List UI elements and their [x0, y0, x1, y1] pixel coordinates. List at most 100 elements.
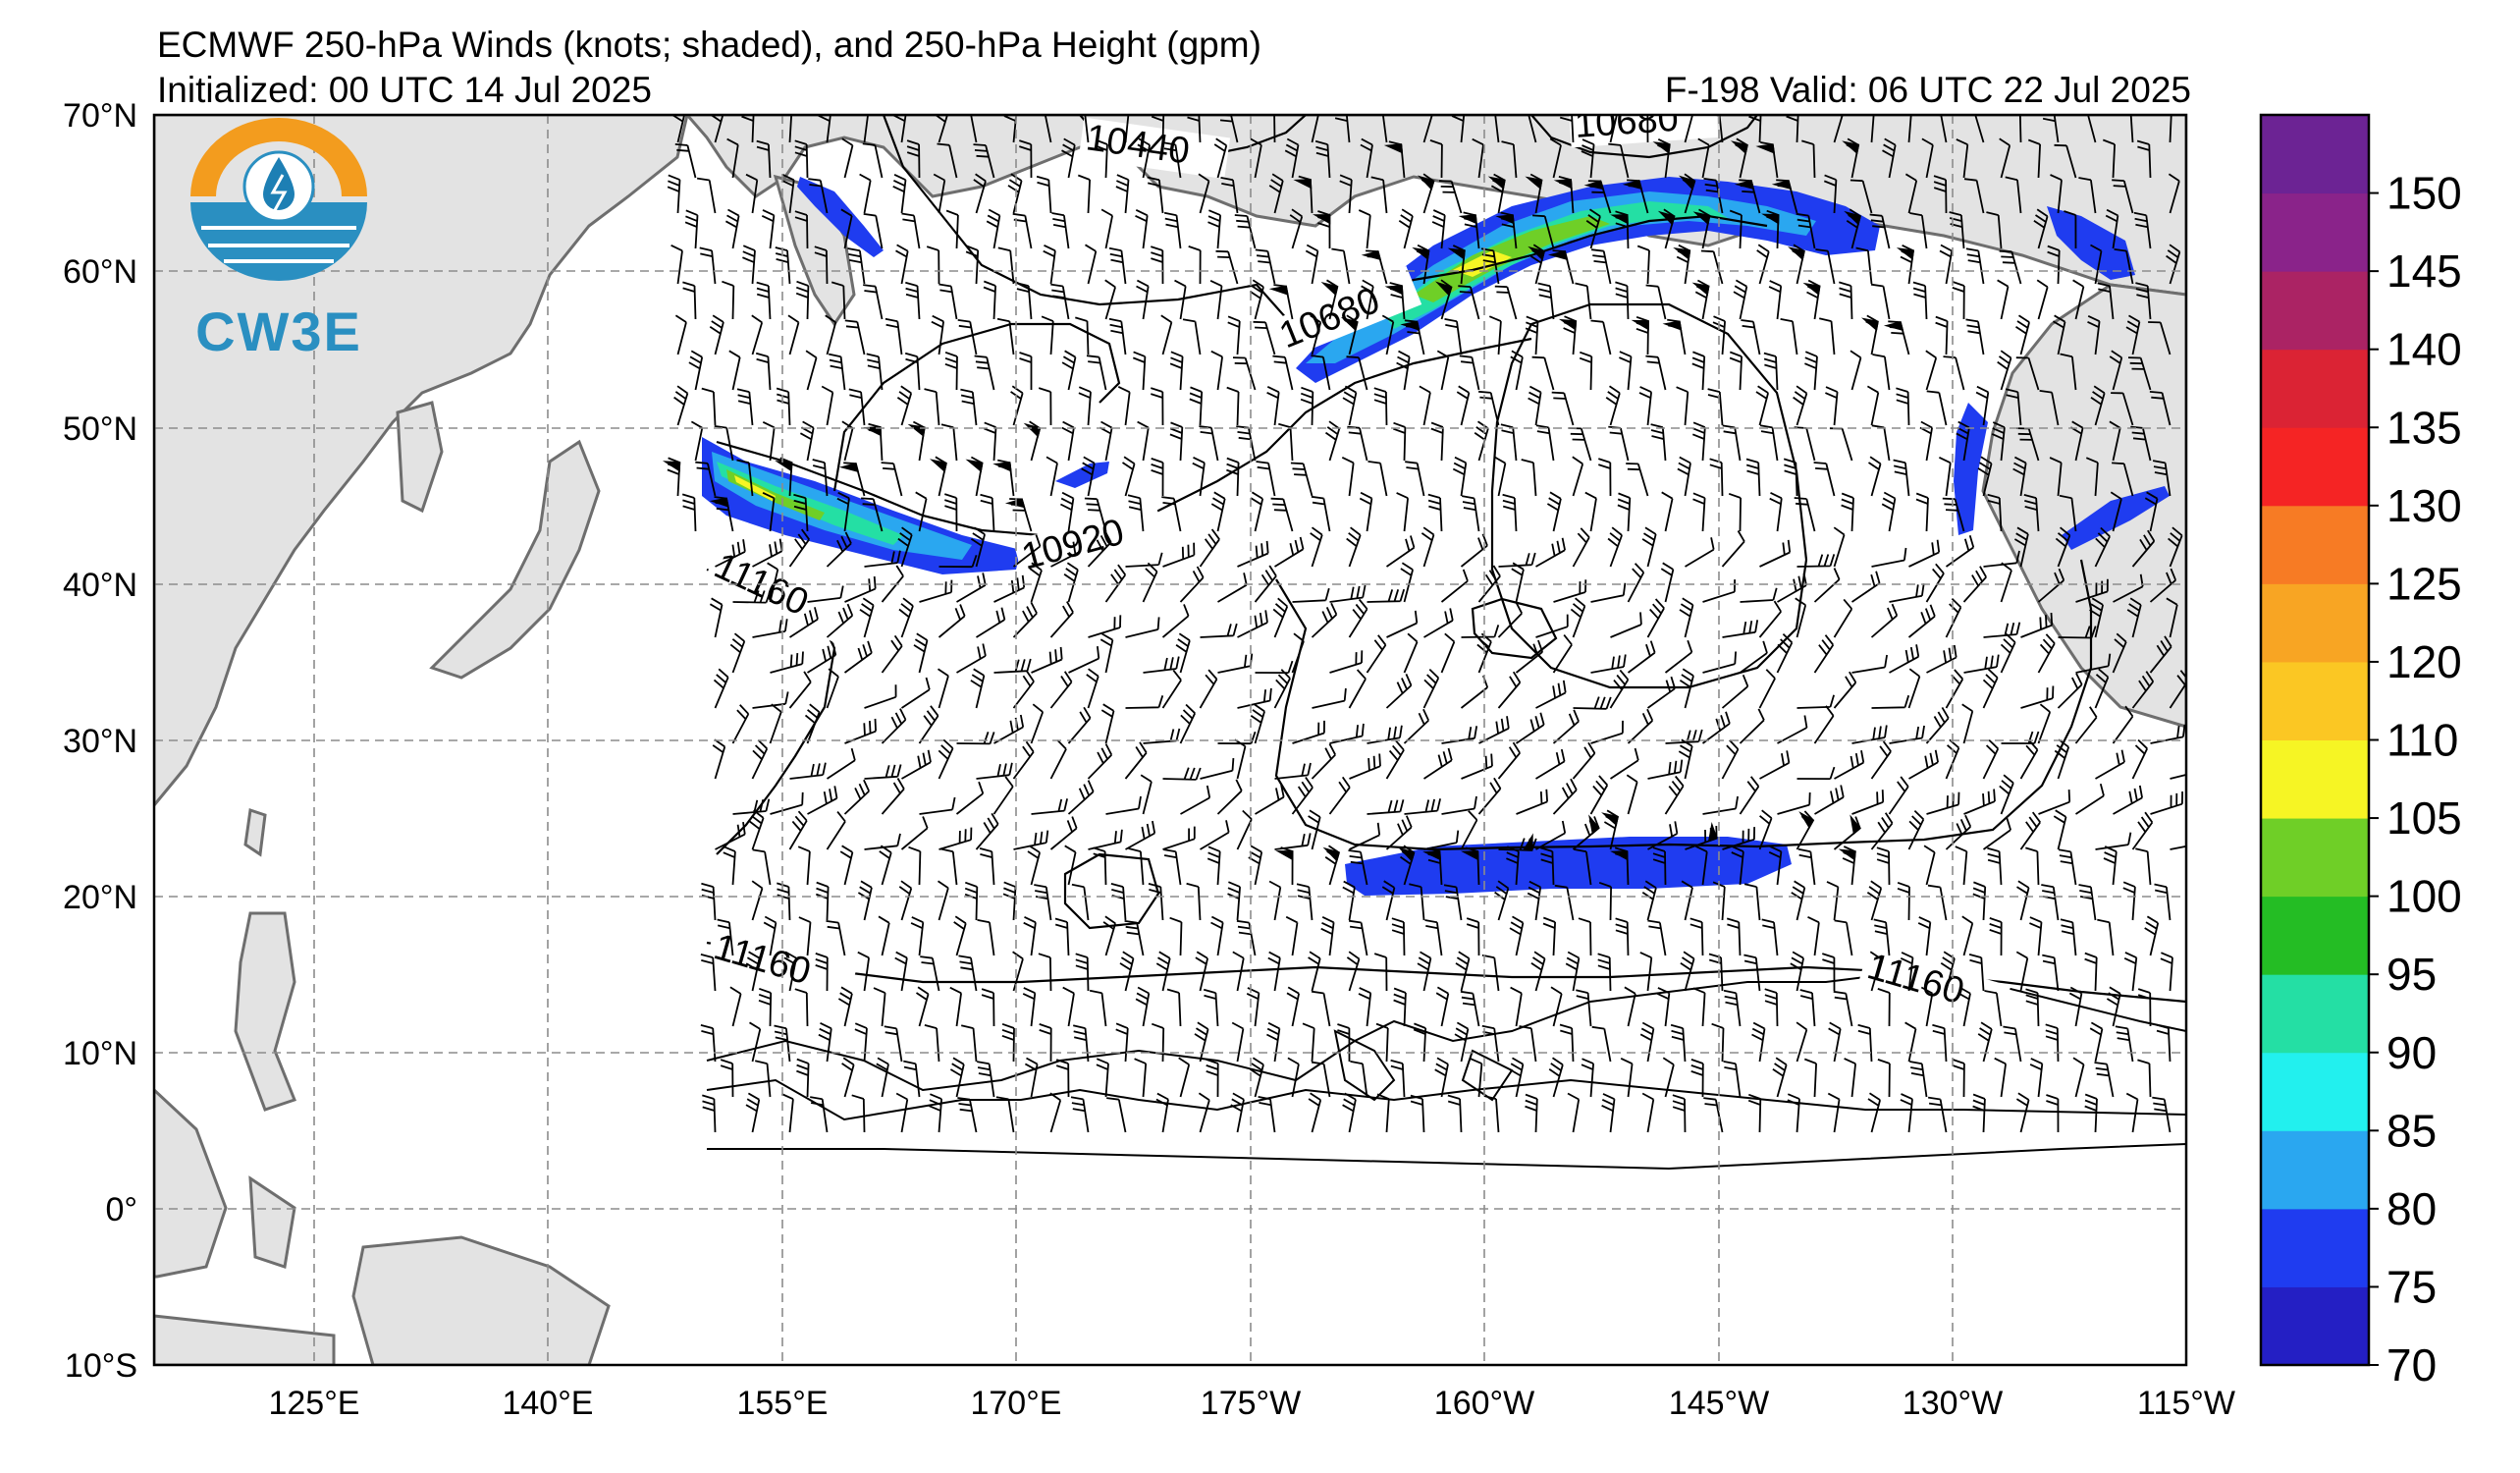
- wind-barb: [2025, 846, 2040, 886]
- wind-barb: [1049, 816, 1078, 850]
- lon-label: 125°E: [268, 1385, 359, 1422]
- wind-barb: [825, 314, 837, 355]
- wind-barb: [1945, 535, 1975, 568]
- wind-barb: [1160, 314, 1173, 355]
- wind-barb: [1690, 1059, 1704, 1098]
- wind-barb: [1956, 138, 1969, 179]
- wind-barb: [1137, 137, 1151, 179]
- wind-barb: [1064, 845, 1077, 886]
- wind-barb-pennant: [1838, 848, 1856, 861]
- wind-barb: [2135, 282, 2152, 320]
- wind-barb: [1385, 739, 1405, 780]
- wind-barb: [1049, 671, 1073, 709]
- wind-barb: [1607, 526, 1623, 568]
- wind-barb: [826, 531, 852, 568]
- wind-barb: [1528, 385, 1542, 426]
- colorbar-tick-label: 75: [2386, 1261, 2437, 1312]
- wind-barb: [1108, 246, 1127, 285]
- wind-barb-pennant: [1657, 210, 1676, 226]
- wind-barb: [2042, 115, 2060, 143]
- wind-barb: [2003, 1025, 2022, 1063]
- land-taiwan: [243, 808, 267, 857]
- wind-barb: [1739, 708, 1765, 744]
- wind-barb: [1210, 915, 1224, 956]
- wind-barb: [862, 142, 884, 179]
- wind-barb: [1189, 386, 1204, 426]
- wind-barb: [1447, 1094, 1463, 1133]
- wind-barb: [1813, 568, 1841, 603]
- wind-barb: [1758, 809, 1773, 850]
- colorbar-tick-label: 95: [2386, 949, 2437, 1000]
- wind-barb: [1872, 354, 1891, 391]
- wind-barb: [1376, 1093, 1390, 1133]
- wind-barb: [1216, 779, 1243, 815]
- wind-barb: [2131, 738, 2149, 780]
- wind-barb: [1605, 385, 1621, 426]
- wind-barb: [1888, 320, 1910, 355]
- wind-barb: [915, 491, 928, 532]
- wind-barb: [1498, 552, 1536, 568]
- wind-barb: [2041, 884, 2060, 921]
- wind-barb: [1833, 526, 1846, 568]
- wind-barb: [1012, 951, 1024, 992]
- wind-barb: [2089, 597, 2104, 638]
- wind-barb: [1977, 456, 1993, 497]
- wind-barb: [2027, 138, 2041, 179]
- wind-barb: [1679, 597, 1694, 638]
- wind-barb: [2097, 282, 2115, 320]
- wind-barb: [2126, 597, 2142, 638]
- wind-barb: [863, 213, 884, 249]
- wind-barb: [1050, 538, 1082, 568]
- wind-barb: [2020, 612, 2054, 638]
- wind-barb: [1572, 741, 1596, 780]
- land-new-guinea: [351, 1235, 611, 1365]
- wind-barb: [2087, 314, 2101, 355]
- wind-barb: [981, 988, 995, 1027]
- wind-barb: [841, 137, 854, 179]
- wind-barb: [1151, 115, 1165, 143]
- wind-barb: [1804, 351, 1818, 391]
- wind-barb: [1200, 758, 1235, 780]
- wind-barb: [720, 1059, 734, 1098]
- wind-barb: [1787, 1093, 1800, 1133]
- colorbar-tick-label: 145: [2386, 246, 2462, 297]
- wind-barb: [956, 732, 995, 745]
- wind-barb: [1823, 174, 1838, 214]
- wind-barb: [866, 353, 884, 391]
- wind-barb: [2094, 668, 2110, 709]
- wind-barb: [2097, 918, 2115, 956]
- wind-barb: [1396, 492, 1409, 532]
- wind-barb: [1346, 355, 1368, 391]
- colorbar-tick-label: 125: [2386, 558, 2462, 609]
- wind-barb: [1591, 1025, 1612, 1063]
- colorbar-band: [2261, 427, 2369, 507]
- wind-barb: [2144, 915, 2160, 956]
- wind-barb: [1647, 821, 1679, 850]
- wind-barb: [1398, 208, 1414, 249]
- wind-barb: [1590, 720, 1624, 744]
- wind-barb: [1077, 174, 1091, 214]
- wind-barb: [977, 1061, 995, 1098]
- wind-barb: [1039, 1023, 1052, 1063]
- wind-barb: [667, 174, 681, 214]
- wind-barb: [2106, 986, 2121, 1027]
- wind-barb: [1209, 279, 1223, 320]
- wind-barb: [1925, 350, 1938, 391]
- wind-barb: [1291, 632, 1305, 674]
- wind-barb: [955, 781, 985, 815]
- wind-barb: [1907, 604, 1936, 638]
- wind-barb: [2058, 626, 2097, 639]
- wind-barb: [1893, 459, 1910, 497]
- wind-barb: [1639, 1021, 1655, 1063]
- wind-barb-pennant: [1798, 811, 1815, 830]
- wind-barb: [1926, 644, 1957, 674]
- wind-barb: [1001, 1022, 1015, 1063]
- wind-barb: [1476, 632, 1492, 674]
- wind-barb: [1198, 173, 1210, 214]
- wind-barb: [1161, 670, 1182, 709]
- jet-west-max: [734, 475, 776, 502]
- wind-barb: [1199, 528, 1220, 568]
- wind-barb: [958, 955, 978, 992]
- wind-barb: [1796, 1021, 1808, 1063]
- wind-barb: [1999, 774, 2014, 815]
